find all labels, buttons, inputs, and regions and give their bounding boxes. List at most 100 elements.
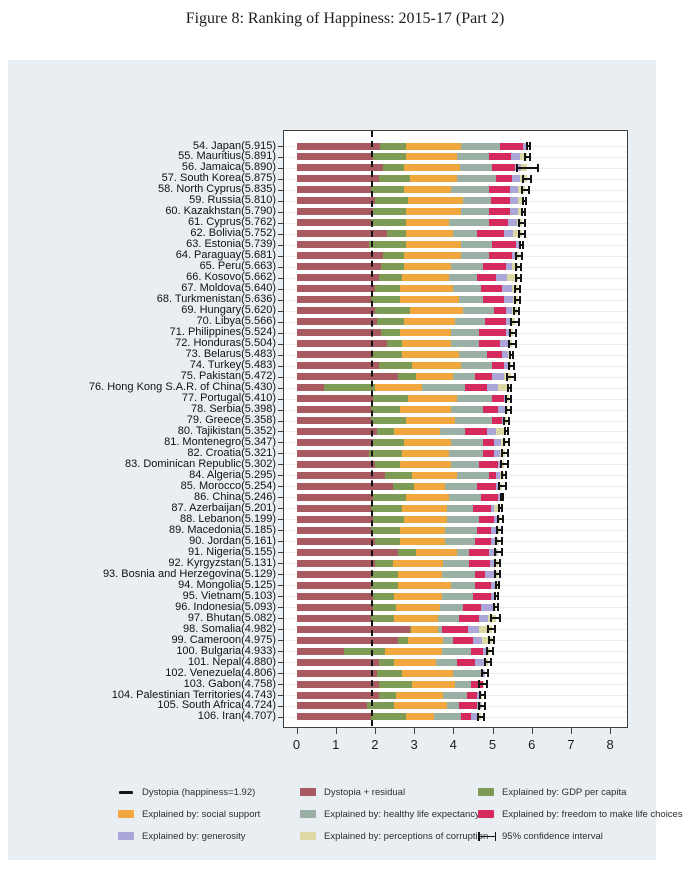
- bar-segment-generosity: [474, 658, 486, 666]
- bar-segment-healthy_life: [451, 340, 479, 348]
- bar-segment-gdp: [376, 427, 395, 435]
- bar-segment-freedom: [482, 406, 499, 414]
- x-tick-label: 4: [449, 737, 457, 752]
- bar-segment-corruption: [512, 230, 522, 238]
- bar-segment-freedom: [496, 175, 513, 183]
- y-tick: [278, 552, 283, 554]
- bar-segment-dystopia_residual: [296, 340, 387, 348]
- bar-segment-healthy_life: [457, 153, 489, 161]
- confidence-interval-cap: [497, 504, 500, 513]
- bar-segment-social_support: [396, 603, 440, 611]
- bar-segment-generosity: [496, 274, 507, 282]
- bar-segment-healthy_life: [451, 460, 479, 468]
- bar-segment-social_support: [406, 493, 450, 501]
- bar-segment-gdp: [378, 274, 403, 282]
- happiness-bar: [296, 438, 507, 446]
- bar-segment-generosity: [500, 340, 508, 348]
- bar-segment-social_support: [414, 482, 446, 490]
- bar-segment-social_support: [404, 263, 452, 271]
- bar-segment-social_support: [403, 164, 461, 172]
- happiness-bar: [296, 406, 509, 414]
- bar-segment-gdp: [370, 713, 407, 721]
- confidence-interval: [501, 452, 509, 455]
- bar-segment-generosity: [510, 153, 521, 161]
- confidence-interval: [487, 628, 497, 631]
- bar-segment-freedom: [499, 142, 524, 150]
- y-tick: [278, 541, 283, 543]
- bar-segment-freedom: [488, 252, 513, 260]
- confidence-interval-cap: [523, 152, 526, 161]
- bar-segment-freedom: [488, 219, 509, 227]
- bar-segment-corruption: [495, 427, 507, 435]
- bar-segment-social_support: [402, 669, 454, 677]
- confidence-interval: [521, 177, 532, 180]
- bar-segment-dystopia_residual: [296, 153, 373, 161]
- confidence-interval-cap: [480, 669, 483, 678]
- bar-segment-generosity: [490, 592, 495, 600]
- country-label: 100. Bulgaria(4.933): [176, 644, 276, 657]
- figure-title: Figure 8: Ranking of Happiness: 2015-17 …: [185, 10, 505, 27]
- bar-segment-freedom: [492, 395, 505, 403]
- bar-segment-generosity: [490, 526, 497, 534]
- confidence-interval-cap: [479, 691, 482, 699]
- legend-label: Dystopia (happiness=1.92): [142, 787, 256, 798]
- country-label: 95. Vietnam(5.103): [182, 589, 276, 602]
- confidence-interval-cap: [502, 493, 505, 502]
- confidence-interval: [525, 145, 532, 147]
- legend-swatch-icon: [300, 810, 316, 818]
- bar-segment-social_support: [408, 395, 458, 403]
- bar-segment-social_support: [404, 515, 448, 523]
- bar-segment-generosity: [512, 175, 520, 183]
- confidence-interval-cap: [505, 471, 508, 480]
- confidence-interval: [477, 704, 486, 707]
- bar-segment-social_support: [394, 614, 438, 622]
- confidence-interval-cap: [501, 504, 504, 513]
- legend-swatch-icon: [300, 832, 316, 840]
- happiness-bar: [296, 482, 503, 490]
- confidence-interval-cap: [515, 163, 518, 172]
- happiness-bar: [296, 384, 510, 392]
- bar-segment-freedom: [478, 340, 501, 348]
- bar-segment-freedom: [472, 592, 491, 600]
- country-label: 61. Cyprus(5.762): [187, 216, 276, 229]
- bar-segment-gdp: [370, 351, 403, 359]
- bar-segment-healthy_life: [451, 581, 475, 589]
- bar-segment-social_support: [404, 186, 452, 194]
- y-tick: [278, 343, 283, 345]
- bar-segment-healthy_life: [439, 603, 464, 611]
- confidence-interval: [487, 639, 496, 642]
- bar-segment-dystopia_residual: [296, 373, 399, 381]
- bar-segment-healthy_life: [445, 482, 477, 490]
- bar-segment-freedom: [480, 285, 503, 293]
- bar-segment-generosity: [504, 362, 509, 370]
- x-tick-label: 0: [292, 737, 301, 752]
- bar-segment-gdp: [370, 570, 399, 578]
- bar-segment-healthy_life: [455, 318, 485, 326]
- bar-segment-dystopia_residual: [296, 318, 377, 326]
- confidence-interval: [505, 397, 512, 400]
- confidence-interval: [506, 375, 516, 378]
- country-label: 105. South Africa(4.724): [157, 699, 276, 712]
- y-tick: [278, 596, 283, 598]
- happiness-bar: [296, 351, 512, 359]
- confidence-interval-cap: [494, 625, 497, 634]
- confidence-interval: [477, 715, 485, 718]
- bar-segment-healthy_life: [433, 713, 462, 721]
- confidence-interval-cap: [489, 658, 492, 667]
- happiness-bar: [296, 241, 522, 249]
- confidence-interval-cap: [520, 185, 523, 194]
- confidence-interval: [518, 232, 526, 235]
- confidence-interval-cap: [506, 460, 509, 469]
- confidence-interval-cap: [503, 416, 506, 425]
- bar-segment-healthy_life: [459, 351, 487, 359]
- confidence-interval-cap: [513, 306, 516, 315]
- bar-segment-gdp: [370, 417, 407, 424]
- confidence-interval: [514, 265, 522, 268]
- x-tick: [610, 728, 612, 734]
- bar-segment-social_support: [394, 658, 436, 666]
- bar-segment-social_support: [406, 230, 454, 238]
- confidence-interval-cap: [512, 361, 515, 370]
- confidence-interval-cap: [515, 251, 518, 260]
- confidence-interval-cap: [514, 295, 517, 304]
- country-label: 60. Kazakhstan(5.790): [165, 205, 276, 218]
